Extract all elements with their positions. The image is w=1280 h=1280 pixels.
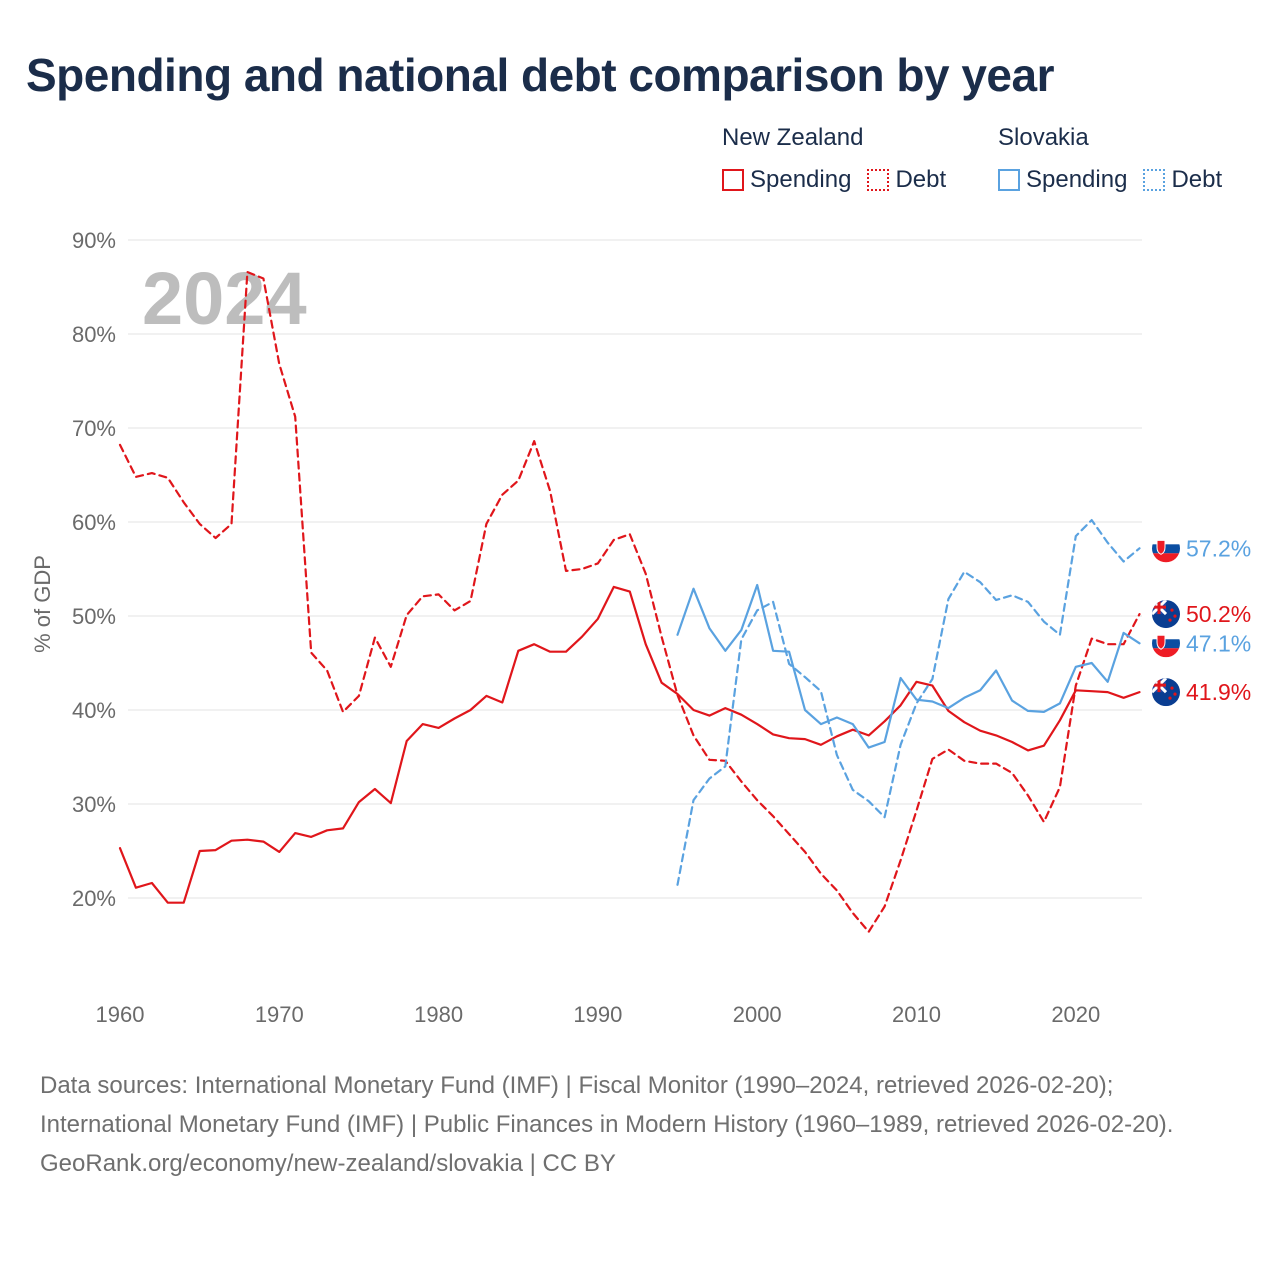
legend-item-sk-debt[interactable]: Debt [1143,166,1222,194]
legend-item-label: Debt [895,166,947,193]
chart-title: Spending and national debt comparison by… [26,49,1055,101]
legend-item-label: Spending [1026,166,1128,193]
series-line-slovakia-spending[interactable] [676,583,1141,749]
slovakia-flag-icon [1152,534,1180,563]
legend-group-new-zealand: New Zealand Spending Debt [722,124,962,194]
y-tick-label: 20% [72,886,116,911]
end-value-label: 47.1% [1186,630,1251,656]
legend-country-label: Slovakia [998,124,1089,151]
x-tick-label: 2020 [1051,1002,1100,1027]
y-tick-label: 50% [72,604,116,629]
y-tick-label: 70% [72,416,116,441]
series-line-new-zealand-spending[interactable] [118,585,1141,904]
y-axis-label: % of GDP [30,555,55,653]
legend-item-sk-spending[interactable]: Spending [998,166,1127,194]
y-tick-label: 30% [72,792,116,817]
y-tick-label: 80% [72,322,116,347]
x-tick-label: 2000 [733,1002,782,1027]
line-chart: 20% 30% 40% 50% 60% 70% 80% 90% % of GDP 1960 1970… [30,228,1251,1027]
new-zealand-flag-icon [1152,600,1180,629]
y-tick-label: 90% [72,228,116,253]
attribution[interactable]: GeoRank.org/economy/new-zealand/slovakia… [40,1150,616,1177]
end-value-label: 41.9% [1186,679,1251,705]
legend-swatch-solid [998,169,1020,191]
end-value-label: 50.2% [1186,601,1251,627]
new-zealand-flag-icon [1152,678,1180,707]
x-tick-label: 1990 [573,1002,622,1027]
legend-country-label: New Zealand [722,124,864,151]
legend-item-label: Debt [1171,166,1223,193]
series-line-new-zealand-debt[interactable] [118,270,1141,933]
legend-group-slovakia: Slovakia Spending Debt [998,124,1238,194]
x-tick-label: 1970 [255,1002,304,1027]
legend-swatch-dotted [1143,169,1166,191]
x-tick-label: 2010 [892,1002,941,1027]
legend-item-label: Spending [750,166,852,193]
end-value-label: 57.2% [1186,535,1251,561]
legend-swatch-dotted [867,169,890,191]
legend-item-nz-spending[interactable]: Spending [722,166,851,194]
slovakia-flag-icon [1152,629,1180,658]
legend-swatch-solid [722,169,744,191]
y-tick-label: 60% [72,510,116,535]
legend-item-nz-debt[interactable]: Debt [867,166,946,194]
y-tick-label: 40% [72,698,116,723]
series-line-slovakia-debt[interactable] [676,518,1141,886]
year-watermark: 2024 [142,257,307,340]
x-tick-label: 1960 [96,1002,145,1027]
footer: Data sources: International Monetary Fun… [40,1066,1240,1183]
data-sources: Data sources: International Monetary Fun… [40,1072,1174,1138]
x-tick-label: 1980 [414,1002,463,1027]
